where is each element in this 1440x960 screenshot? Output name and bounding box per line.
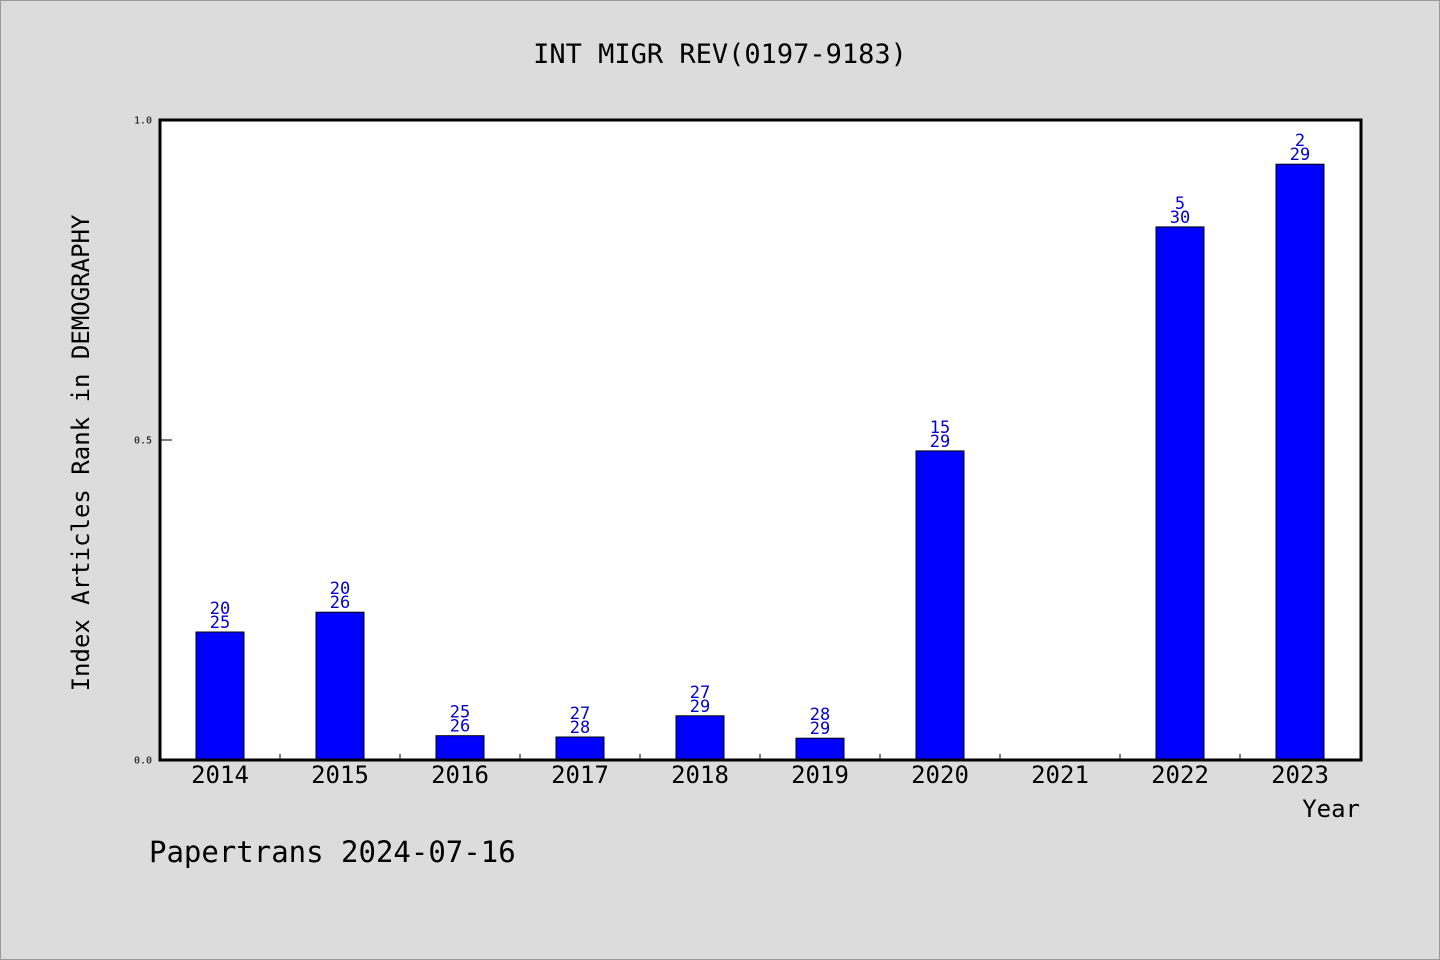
footer-text: Papertrans 2024-07-16: [149, 835, 516, 869]
bar-label-top-2020: 15: [930, 418, 950, 438]
bar-2018: [675, 715, 725, 761]
bar-2016: [435, 735, 485, 761]
bar-label-bottom-2022: 30: [1170, 208, 1190, 228]
bar-label-top-2018: 27: [690, 683, 710, 703]
bar-label-bottom-2014: 25: [210, 613, 230, 633]
bar-label-bottom-2015: 26: [330, 593, 350, 613]
bar-2020: [915, 450, 965, 761]
x-tick-label-2016: 2016: [431, 761, 489, 789]
bar-label-top-2017: 27: [570, 704, 590, 724]
bar-2019: [795, 737, 845, 761]
y-tick-label: 0.5: [134, 436, 152, 447]
bar-label-bottom-2023: 29: [1290, 145, 1310, 165]
bars-layer: [195, 163, 1325, 761]
bar-label-top-2015: 20: [330, 579, 350, 599]
bar-label-bottom-2019: 29: [810, 719, 830, 739]
x-axis-label: Year: [1302, 795, 1360, 823]
x-tick-label-2021: 2021: [1031, 761, 1089, 789]
bar-label-top-2016: 25: [450, 703, 470, 723]
y-axis-label: Index Articles Rank in DEMOGRAPHY: [67, 214, 95, 691]
bar-label-bottom-2016: 26: [450, 717, 470, 737]
y-tick-label: 1.0: [134, 116, 152, 127]
bar-2023: [1275, 163, 1325, 761]
x-tick-label-2015: 2015: [311, 761, 369, 789]
bar-label-top-2019: 28: [810, 705, 830, 725]
bar-label-top-2023: 2: [1295, 131, 1305, 151]
x-tick-label-2017: 2017: [551, 761, 609, 789]
x-tick-label-2018: 2018: [671, 761, 729, 789]
x-axis: 2014 2015 2016 2017 2018 2019 2020 2021 2022 2023: [191, 754, 1329, 789]
bar-2022: [1155, 226, 1205, 761]
chart-title: INT MIGR REV(0197-9183): [533, 39, 907, 70]
bar-2017: [555, 736, 605, 761]
x-tick-label-2019: 2019: [791, 761, 849, 789]
bar-2015: [315, 611, 365, 761]
plot-border: [158, 118, 1363, 762]
bar-label-bottom-2018: 29: [690, 697, 710, 717]
bar-label-bottom-2020: 29: [930, 432, 950, 452]
bar-label-top-2014: 20: [210, 599, 230, 619]
x-tick-label-2014: 2014: [191, 761, 249, 789]
x-tick-label-2020: 2020: [911, 761, 969, 789]
x-tick-label-2022: 2022: [1151, 761, 1209, 789]
bar-label-top-2022: 5: [1175, 194, 1185, 214]
bar-label-bottom-2017: 28: [570, 718, 590, 738]
bar-2014: [195, 631, 245, 761]
x-tick-label-2023: 2023: [1271, 761, 1329, 789]
y-tick-label: 0.0: [134, 756, 152, 767]
